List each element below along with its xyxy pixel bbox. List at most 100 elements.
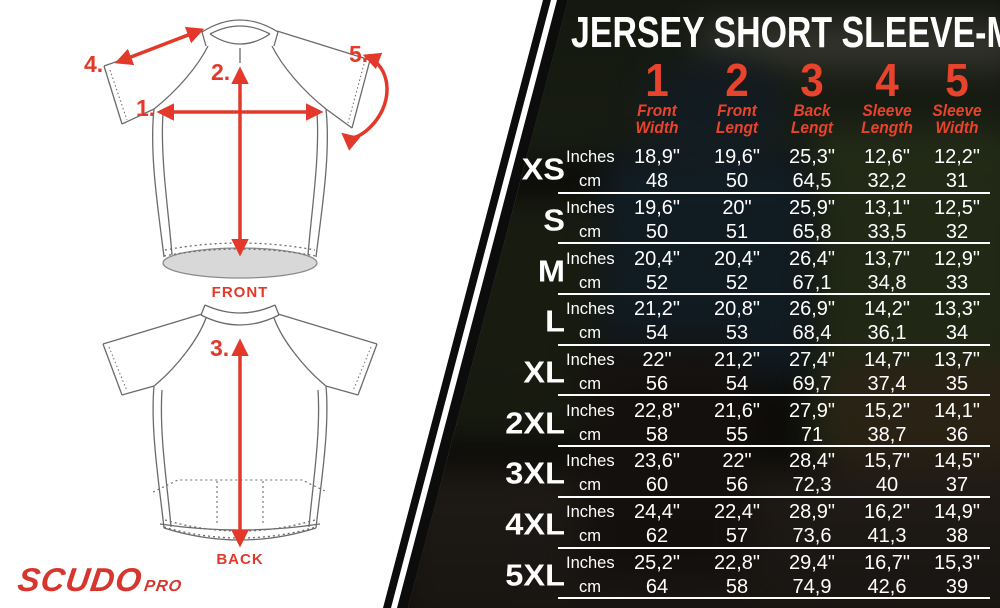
cm-value: 72,3 bbox=[792, 474, 832, 497]
inches-value: 20,4" bbox=[633, 247, 681, 270]
cm-value: 73,6 bbox=[792, 525, 832, 548]
measurement-cell: 20,4" 52 bbox=[692, 245, 782, 296]
column-number: 4 bbox=[875, 54, 899, 106]
marker-2: 2. bbox=[211, 59, 230, 85]
front-jersey-outline bbox=[103, 19, 371, 279]
size-row: 2XL Inches cm 22,8" 58 21,6" 55 27,9" 71 15,2" 38,… bbox=[0, 397, 1000, 448]
inches-value: 24,4" bbox=[633, 501, 681, 524]
measurement-cell: 28,9" 73,6 bbox=[767, 499, 857, 550]
unit-labels: Inches cm bbox=[566, 397, 615, 448]
cm-value: 34,8 bbox=[867, 271, 907, 294]
front-marker-labels: 4. 2. 1. 5. bbox=[84, 41, 368, 121]
cm-value: 42,6 bbox=[867, 575, 907, 598]
cm-value: 31 bbox=[945, 170, 969, 193]
inches-value: 12,6" bbox=[863, 146, 911, 169]
unit-cm-label: cm bbox=[579, 172, 601, 191]
cm-value: 52 bbox=[725, 271, 749, 294]
column-number: 5 bbox=[945, 54, 969, 106]
back-pockets bbox=[152, 479, 328, 525]
inches-value: 12,5" bbox=[933, 197, 981, 220]
front-caption: FRONT bbox=[212, 284, 269, 300]
measurement-cell: 13,1" 33,5 bbox=[842, 195, 932, 246]
inches-value: 26,9" bbox=[788, 298, 836, 321]
measurement-cell: 26,9" 68,4 bbox=[767, 296, 857, 347]
column-label-line1: Front bbox=[637, 102, 677, 120]
column-label-line2: Lengt bbox=[790, 119, 834, 137]
front-jersey-diagram: 4. 2. 1. 5. FRONT bbox=[84, 19, 389, 300]
inches-value: 20,8" bbox=[713, 298, 761, 321]
cm-value: 58 bbox=[645, 423, 669, 446]
inches-value: 14,9" bbox=[933, 501, 981, 524]
unit-inches-label: Inches bbox=[566, 553, 615, 572]
unit-cm-label: cm bbox=[579, 324, 601, 343]
cm-value: 68,4 bbox=[792, 322, 832, 345]
cm-value: 64,5 bbox=[792, 170, 832, 193]
cm-value: 57 bbox=[725, 525, 749, 548]
measurement-cell: 12,6" 32,2 bbox=[842, 144, 932, 195]
size-row: 5XL Inches cm 25,2" 64 22,8" 58 29,4" 74,9 16,7" 4… bbox=[0, 550, 1000, 601]
measurement-cell: 27,4" 69,7 bbox=[767, 347, 857, 398]
cm-value: 54 bbox=[645, 322, 669, 345]
size-label: 4XL bbox=[505, 506, 565, 542]
measurement-cell: 20" 51 bbox=[692, 195, 782, 246]
cm-value: 69,7 bbox=[792, 373, 832, 396]
column-label-line1: Front bbox=[717, 102, 757, 120]
size-row: XL Inches cm 22" 56 21,2" 54 27,4" 69,7 14,7" 37,4… bbox=[0, 347, 1000, 398]
inches-value: 14,1" bbox=[933, 399, 981, 422]
inches-value: 18,9" bbox=[633, 146, 681, 169]
back-marker-labels: 3. bbox=[210, 335, 229, 361]
size-row: 4XL Inches cm 24,4" 62 22,4" 57 28,9" 73,6 16,2" 4… bbox=[0, 499, 1000, 550]
unit-cm-label: cm bbox=[579, 273, 601, 292]
size-row: L Inches cm 21,2" 54 20,8" 53 26,9" 68,4 14,2" 36,… bbox=[0, 296, 1000, 347]
column-label-line1: Back bbox=[793, 102, 831, 120]
inches-value: 19,6" bbox=[633, 197, 681, 220]
cm-value: 37 bbox=[945, 474, 969, 497]
cm-value: 54 bbox=[725, 373, 749, 396]
measurement-cell: 25,9" 65,8 bbox=[767, 195, 857, 246]
cm-value: 64 bbox=[645, 575, 669, 598]
unit-labels: Inches cm bbox=[566, 195, 615, 246]
measurement-cell: 15,7" 40 bbox=[842, 448, 932, 499]
measurement-cell: 22" 56 bbox=[612, 347, 702, 398]
marker-5: 5. bbox=[349, 41, 368, 67]
measurement-cell: 14,5" 37 bbox=[912, 448, 1000, 499]
inches-value: 15,7" bbox=[863, 450, 911, 473]
inches-value: 13,7" bbox=[933, 349, 981, 372]
unit-labels: Inches cm bbox=[566, 144, 615, 195]
inches-value: 14,2" bbox=[863, 298, 911, 321]
unit-cm-label: cm bbox=[579, 476, 601, 495]
measurement-cell: 12,5" 32 bbox=[912, 195, 1000, 246]
size-label: 5XL bbox=[505, 557, 565, 593]
cm-value: 50 bbox=[645, 221, 669, 244]
cm-value: 38 bbox=[945, 525, 969, 548]
marker-4: 4. bbox=[84, 51, 103, 77]
measurement-cell: 22,8" 58 bbox=[612, 397, 702, 448]
inches-value: 25,9" bbox=[788, 197, 836, 220]
size-label: L bbox=[545, 303, 565, 339]
size-row: XS Inches cm 18,9" 48 19,6" 50 25,3" 64,5 12,6" 32… bbox=[0, 144, 1000, 195]
measurement-cell: 27,9" 71 bbox=[767, 397, 857, 448]
measurement-cell: 25,3" 64,5 bbox=[767, 144, 857, 195]
column-label-line2: Width bbox=[935, 119, 979, 137]
inches-value: 21,2" bbox=[633, 298, 681, 321]
size-label: S bbox=[543, 202, 565, 238]
marker-1: 1. bbox=[136, 95, 155, 121]
measurement-cell: 21,6" 55 bbox=[692, 397, 782, 448]
unit-labels: Inches cm bbox=[566, 296, 615, 347]
unit-labels: Inches cm bbox=[566, 448, 615, 499]
unit-inches-label: Inches bbox=[566, 300, 615, 319]
inches-value: 23,6" bbox=[633, 450, 681, 473]
cm-value: 53 bbox=[725, 322, 749, 345]
cm-value: 37,4 bbox=[867, 373, 907, 396]
inches-value: 27,4" bbox=[788, 349, 836, 372]
measurement-cell: 18,9" 48 bbox=[612, 144, 702, 195]
inches-value: 22" bbox=[642, 349, 672, 372]
cm-value: 34 bbox=[945, 322, 969, 345]
unit-inches-label: Inches bbox=[566, 148, 615, 167]
cm-value: 40 bbox=[875, 474, 899, 497]
measurement-cell: 20,4" 52 bbox=[612, 245, 702, 296]
inches-value: 13,1" bbox=[863, 197, 911, 220]
cm-value: 41,3 bbox=[867, 525, 907, 548]
